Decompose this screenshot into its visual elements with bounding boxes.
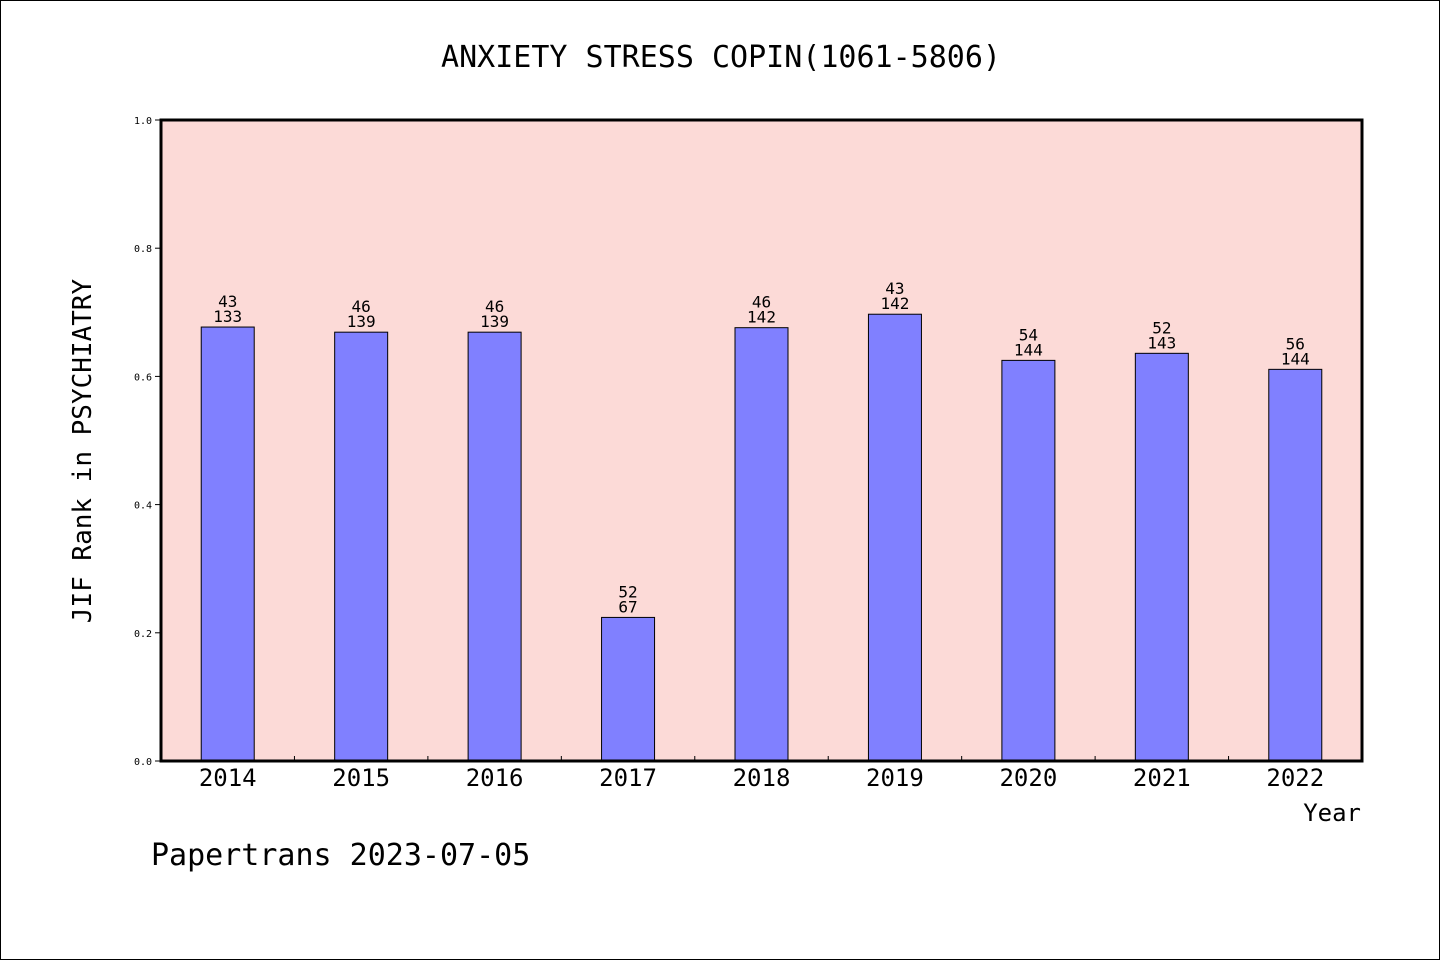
- data-label-rank: 54: [1019, 325, 1038, 344]
- x-tick-label: 2014: [199, 764, 257, 792]
- data-label-total: 67: [618, 597, 637, 616]
- y-tick-label: 0.2: [134, 629, 152, 640]
- data-label-rank: 46: [752, 293, 771, 312]
- x-tick-label: 2020: [999, 764, 1057, 792]
- data-label-total: 139: [480, 312, 509, 331]
- y-tick-label: 0.6: [134, 372, 152, 383]
- data-label-total: 142: [880, 294, 909, 313]
- y-axis-label: JIF Rank in PSYCHIATRY: [68, 278, 98, 623]
- data-label-rank: 56: [1286, 334, 1305, 353]
- data-label-rank: 43: [218, 292, 237, 311]
- data-label-total: 144: [1014, 340, 1043, 359]
- bar-2020: [1001, 359, 1056, 762]
- x-tick-label: 2015: [332, 764, 390, 792]
- data-label-rank: 46: [352, 297, 371, 316]
- data-label-rank: 46: [485, 297, 504, 316]
- data-label-total: 143: [1147, 333, 1176, 352]
- data-label-rank: 43: [885, 279, 904, 298]
- bar-2018: [734, 327, 789, 762]
- y-tick-label: 0.4: [134, 501, 152, 512]
- data-label-rank: 52: [618, 582, 637, 601]
- data-label-rank: 52: [1152, 318, 1171, 337]
- x-tick-label: 2019: [866, 764, 924, 792]
- data-label-total: 142: [747, 308, 776, 327]
- x-tick-label: 2017: [599, 764, 657, 792]
- bar-2022: [1268, 368, 1323, 762]
- bar-2016: [467, 331, 522, 762]
- y-axis: 0.0 0.2 0.4 0.6 0.8 1.0: [134, 116, 161, 768]
- x-tick-label: 2021: [1133, 764, 1191, 792]
- bar-2015: [334, 331, 389, 762]
- plot-border: [159, 118, 1364, 763]
- data-label-total: 133: [213, 307, 242, 326]
- y-tick-label: 0.0: [134, 757, 152, 768]
- bar-2021: [1134, 352, 1189, 762]
- data-label-total: 144: [1281, 349, 1310, 368]
- footer-text: Papertrans 2023-07-05: [151, 838, 530, 873]
- y-tick-label: 1.0: [134, 116, 152, 127]
- x-axis-label: Year: [1303, 799, 1361, 827]
- bar-2017: [601, 616, 656, 762]
- x-axis: 2014 2015 2016 2017 2018 2019 2020 2021 2022: [199, 756, 1324, 792]
- bar-2019: [867, 313, 922, 762]
- data-label-total: 139: [347, 312, 376, 331]
- x-tick-label: 2022: [1266, 764, 1324, 792]
- chart-title: ANXIETY STRESS COPIN(1061-5806): [441, 40, 1001, 75]
- y-tick-label: 0.8: [134, 244, 152, 255]
- x-tick-label: 2016: [466, 764, 524, 792]
- bar-2014: [200, 326, 255, 762]
- x-tick-label: 2018: [733, 764, 791, 792]
